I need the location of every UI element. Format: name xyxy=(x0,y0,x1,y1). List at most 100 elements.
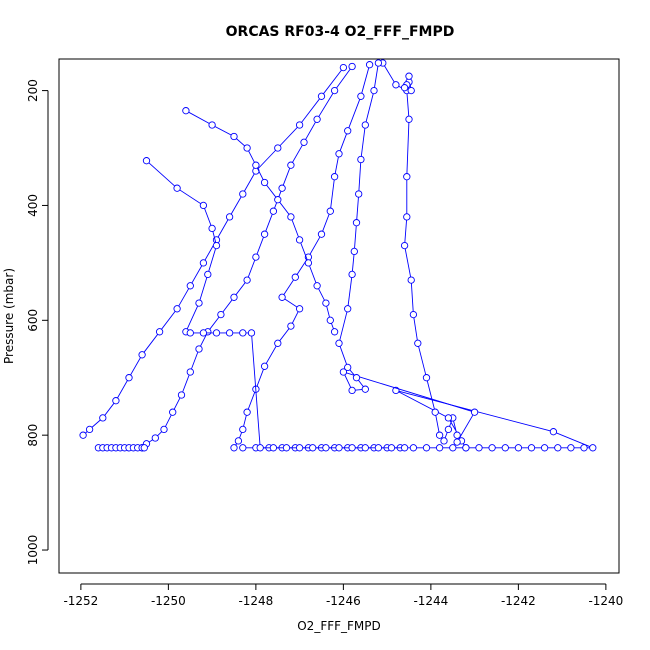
series-2 xyxy=(335,59,479,446)
data-point xyxy=(335,339,343,347)
data-point xyxy=(225,329,234,337)
data-point xyxy=(374,59,383,67)
data-point xyxy=(160,425,168,434)
data-point xyxy=(540,444,549,452)
data-point xyxy=(344,127,352,135)
data-point xyxy=(348,386,356,395)
data-point xyxy=(405,115,413,123)
data-point xyxy=(199,201,208,210)
data-point xyxy=(247,329,256,337)
data-point xyxy=(212,329,221,337)
data-point xyxy=(350,247,358,256)
data-point xyxy=(125,374,133,382)
series-line xyxy=(185,110,336,332)
data-point xyxy=(449,444,457,452)
data-point xyxy=(348,444,356,452)
data-point xyxy=(409,310,418,319)
data-point xyxy=(269,444,278,452)
data-point xyxy=(405,72,413,80)
data-point xyxy=(112,397,120,405)
data-point xyxy=(317,230,326,238)
data-point xyxy=(313,115,321,123)
data-point xyxy=(291,273,299,281)
data-point xyxy=(414,339,422,347)
x-axis: -1252 -1250 -1248 -1246 -1244 -1242 -1240 xyxy=(63,583,623,608)
data-point xyxy=(352,374,361,382)
data-point xyxy=(444,414,453,422)
data-point xyxy=(274,339,282,347)
data-point xyxy=(339,63,348,72)
series-8 xyxy=(94,444,148,452)
data-point xyxy=(300,138,308,146)
data-point xyxy=(407,86,415,95)
data-point xyxy=(409,444,418,452)
data-point xyxy=(400,241,409,250)
data-point xyxy=(243,408,251,416)
x-tick-label: -1250 xyxy=(151,594,186,608)
data-point xyxy=(361,121,369,129)
data-point xyxy=(470,408,479,416)
data-point xyxy=(274,144,282,152)
data-point xyxy=(431,408,439,416)
data-point xyxy=(488,444,496,452)
data-point xyxy=(239,329,247,337)
data-point xyxy=(142,157,151,165)
data-point xyxy=(199,259,208,267)
data-point xyxy=(195,299,203,307)
data-point xyxy=(549,428,558,436)
y-axis-label: Pressure (mbar) xyxy=(2,268,16,364)
data-point xyxy=(169,408,177,416)
data-point xyxy=(99,414,107,422)
data-point xyxy=(274,196,282,204)
data-point xyxy=(326,207,334,215)
series-6 xyxy=(142,157,409,452)
data-point xyxy=(527,444,536,452)
plot-frame xyxy=(58,58,620,574)
data-point xyxy=(365,61,374,69)
series-line xyxy=(141,66,353,449)
data-point xyxy=(155,328,164,336)
data-point xyxy=(453,431,461,439)
data-point xyxy=(422,444,431,452)
data-point xyxy=(85,425,94,434)
data-point xyxy=(278,293,286,301)
data-point xyxy=(239,425,247,434)
data-point xyxy=(243,276,251,284)
y-tick-label: 200 xyxy=(26,79,40,102)
data-point xyxy=(400,444,409,452)
data-point xyxy=(326,316,334,324)
data-point xyxy=(173,305,181,313)
data-point xyxy=(252,253,260,261)
x-tick-label: -1246 xyxy=(326,594,361,608)
data-point xyxy=(140,444,148,452)
data-point xyxy=(339,368,348,376)
series-line xyxy=(242,62,593,449)
data-point xyxy=(435,444,444,452)
data-point xyxy=(322,299,330,307)
x-tick-label: -1248 xyxy=(238,594,273,608)
data-point xyxy=(357,155,365,164)
data-point xyxy=(295,444,304,452)
data-point xyxy=(260,230,269,238)
data-point xyxy=(422,374,431,382)
series-5 xyxy=(79,63,348,439)
data-point xyxy=(182,107,190,115)
data-point xyxy=(225,213,234,221)
data-point xyxy=(348,62,356,71)
data-point xyxy=(357,92,365,100)
y-tick-label: 400 xyxy=(26,194,40,217)
data-point xyxy=(335,150,343,158)
data-point xyxy=(453,438,461,446)
x-tick-label: -1244 xyxy=(413,594,448,608)
data-point xyxy=(580,444,588,452)
data-point xyxy=(186,282,194,290)
series-layer xyxy=(79,59,597,452)
data-point xyxy=(230,444,238,452)
data-point xyxy=(444,425,453,434)
data-point xyxy=(317,92,326,100)
data-point xyxy=(400,84,409,92)
data-point xyxy=(287,161,295,169)
data-point xyxy=(177,391,186,399)
x-axis-label: O2_FFF_FMPD xyxy=(297,619,381,633)
data-point xyxy=(322,444,330,452)
